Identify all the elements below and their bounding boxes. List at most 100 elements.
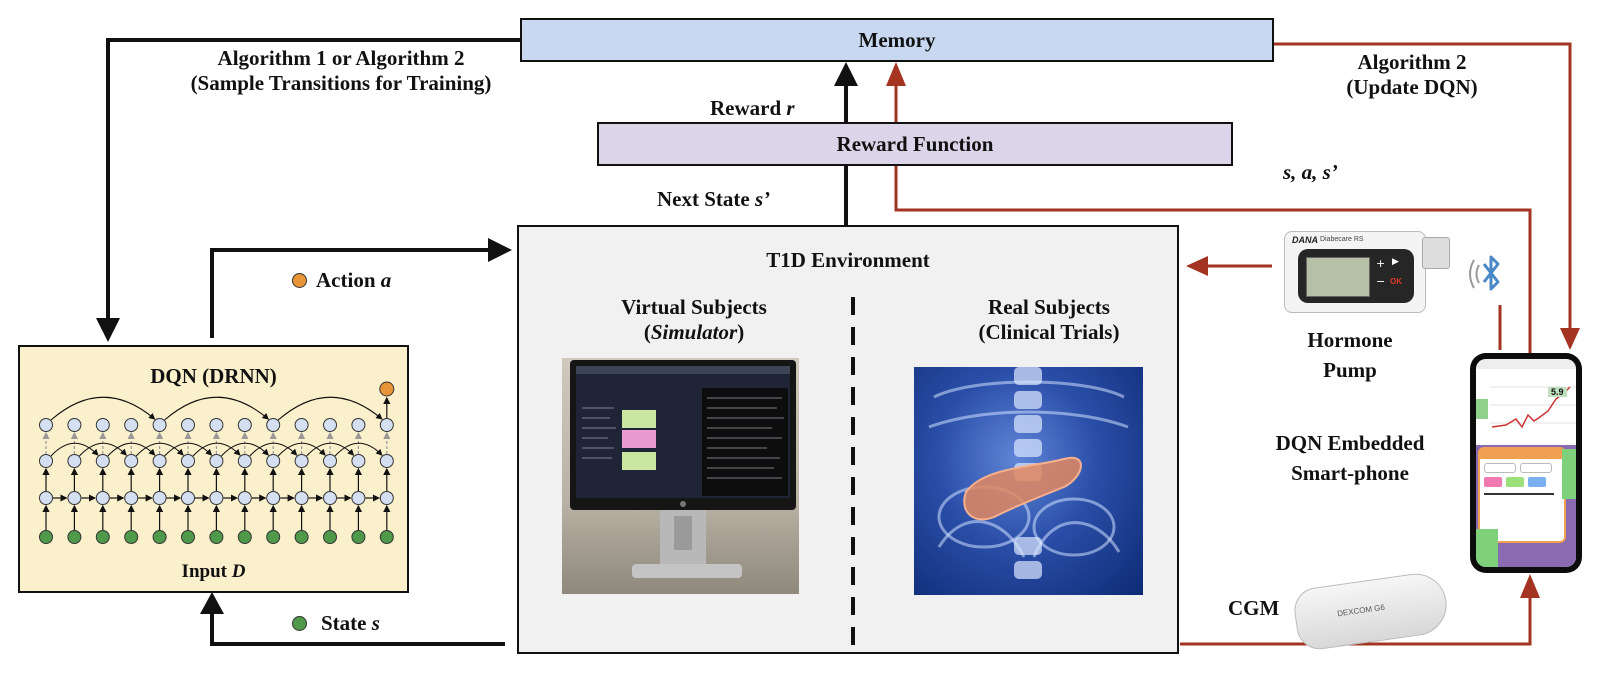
transition-store-arrowhead xyxy=(886,62,906,86)
drnn-hidden-node xyxy=(209,454,224,468)
drnn-hidden-node xyxy=(294,491,309,505)
drnn-hidden-node xyxy=(266,454,281,468)
phone-reading: 5.9 xyxy=(1548,387,1567,397)
sas-label: s, a, s’ xyxy=(1283,160,1338,185)
env-divider xyxy=(851,297,855,647)
algorithm-right-line2: (Update DQN) xyxy=(1346,75,1478,99)
drnn-hidden-node xyxy=(124,418,139,432)
action-dot xyxy=(292,273,307,288)
algorithm-right-line1: Algorithm 2 xyxy=(1357,50,1467,74)
pump-button-play: ▶ xyxy=(1392,257,1399,267)
drnn-hidden-node xyxy=(351,418,366,432)
pump-ok: OK xyxy=(1390,277,1402,286)
dqn-input-var: D xyxy=(231,561,246,582)
drnn-hidden-node xyxy=(323,491,337,505)
drnn-hidden-node xyxy=(124,491,139,505)
hormone-pump-label: Hormone Pump xyxy=(1290,325,1410,385)
phone-line1: DQN Embedded xyxy=(1275,431,1425,455)
reward-arrowhead xyxy=(834,62,858,86)
drnn-hidden-node xyxy=(379,491,394,505)
action-label: Action a xyxy=(292,268,391,293)
virtual-line1: Virtual Subjects xyxy=(621,295,767,319)
action-prefix: Action xyxy=(316,268,381,292)
virtual-subjects-label: Virtual Subjects (Simulator) xyxy=(579,295,809,345)
pump-button-plus: + xyxy=(1376,257,1386,270)
drnn-edge xyxy=(164,442,213,457)
real-subjects-label: Real Subjects (Clinical Trials) xyxy=(949,295,1149,345)
pump-line2: Pump xyxy=(1323,358,1377,382)
drnn-input-node xyxy=(124,530,139,544)
drnn-hidden-node xyxy=(39,454,53,468)
drnn-hidden-node xyxy=(181,454,195,468)
dqn-input-label: Input D xyxy=(20,561,407,583)
pump-brand: DANA xyxy=(1292,235,1318,245)
drnn-edge xyxy=(249,442,298,457)
drnn-hidden-node xyxy=(95,454,110,468)
monitor-icon xyxy=(570,360,796,578)
drnn-hidden-node xyxy=(152,491,167,505)
bluetooth-icon xyxy=(1469,255,1500,291)
state-arrowhead xyxy=(200,592,224,614)
next-state-label: Next State s’ xyxy=(657,187,770,212)
drnn-hidden-node xyxy=(237,491,252,505)
drnn-input-node xyxy=(379,530,394,544)
next-state-prefix: Next State xyxy=(657,187,755,211)
state-var: s xyxy=(371,611,380,635)
drnn-hidden-node xyxy=(323,454,337,468)
drnn-hidden-node xyxy=(181,418,195,432)
next-state-var: s’ xyxy=(754,187,771,211)
reward-function-label: Reward Function xyxy=(836,132,994,156)
drnn-edge xyxy=(334,442,383,457)
drnn-hidden-node xyxy=(379,454,394,468)
drnn-hidden-node xyxy=(124,454,139,468)
drnn-hidden-node xyxy=(351,491,366,505)
drnn-edge xyxy=(192,442,241,457)
drnn-hidden-node xyxy=(294,454,309,468)
memory-label: Memory xyxy=(858,28,936,52)
drnn-input-node xyxy=(237,530,252,544)
cgm-label: CGM xyxy=(1228,596,1280,620)
drnn-edge xyxy=(50,396,156,421)
update-dqn-arrow xyxy=(1274,42,1572,330)
sample-transitions-arrowhead xyxy=(96,318,120,342)
drnn-edge xyxy=(277,396,383,421)
drnn-edge xyxy=(306,442,355,457)
drnn-input-node xyxy=(152,530,167,544)
update-dqn-arrowhead xyxy=(1560,328,1580,350)
state-arrow xyxy=(210,614,505,646)
drnn-edge xyxy=(78,442,127,457)
simulator-photo xyxy=(562,358,799,594)
drnn-hidden-node xyxy=(266,418,281,432)
drnn-edge xyxy=(50,442,99,457)
algorithm-left-line2: (Sample Transitions for Training) xyxy=(190,71,492,95)
algorithm-left-line1: Algorithm 1 or Algorithm 2 xyxy=(217,46,465,70)
algorithm-left-label: Algorithm 1 or Algorithm 2 (Sample Trans… xyxy=(165,46,517,96)
pump-line1: Hormone xyxy=(1307,328,1393,352)
drnn-edge xyxy=(135,442,184,457)
drnn-edge xyxy=(220,442,269,457)
drnn-hidden-node xyxy=(152,418,167,432)
drnn-hidden-node xyxy=(181,491,195,505)
dqn-title: DQN (DRNN) xyxy=(150,364,277,388)
memory-box: Memory xyxy=(520,18,1274,62)
real-line1: Real Subjects xyxy=(988,295,1110,319)
sas-text: s, a, s’ xyxy=(1283,160,1338,184)
real-line2: (Clinical Trials) xyxy=(978,320,1120,344)
drnn-input-node xyxy=(294,530,309,544)
state-prefix: State xyxy=(321,611,372,635)
drnn-input-node xyxy=(351,530,366,544)
pump-screen xyxy=(1306,257,1370,297)
sample-transitions-arrow xyxy=(106,38,520,322)
drnn-hidden-node xyxy=(379,418,394,432)
cgm-image: DEXCOM G6 xyxy=(1291,569,1453,653)
drnn-hidden-node xyxy=(294,418,309,432)
drnn-input-node xyxy=(323,530,337,544)
drnn-hidden-node xyxy=(209,418,224,432)
drnn-hidden-node xyxy=(237,418,252,432)
drnn-hidden-node xyxy=(209,491,224,505)
dqn-input-prefix: Input xyxy=(181,561,232,582)
drnn-edge xyxy=(107,442,156,457)
drnn-hidden-node xyxy=(152,454,167,468)
drnn-input-node xyxy=(39,530,53,544)
virtual-line2-open: ( xyxy=(643,320,651,344)
